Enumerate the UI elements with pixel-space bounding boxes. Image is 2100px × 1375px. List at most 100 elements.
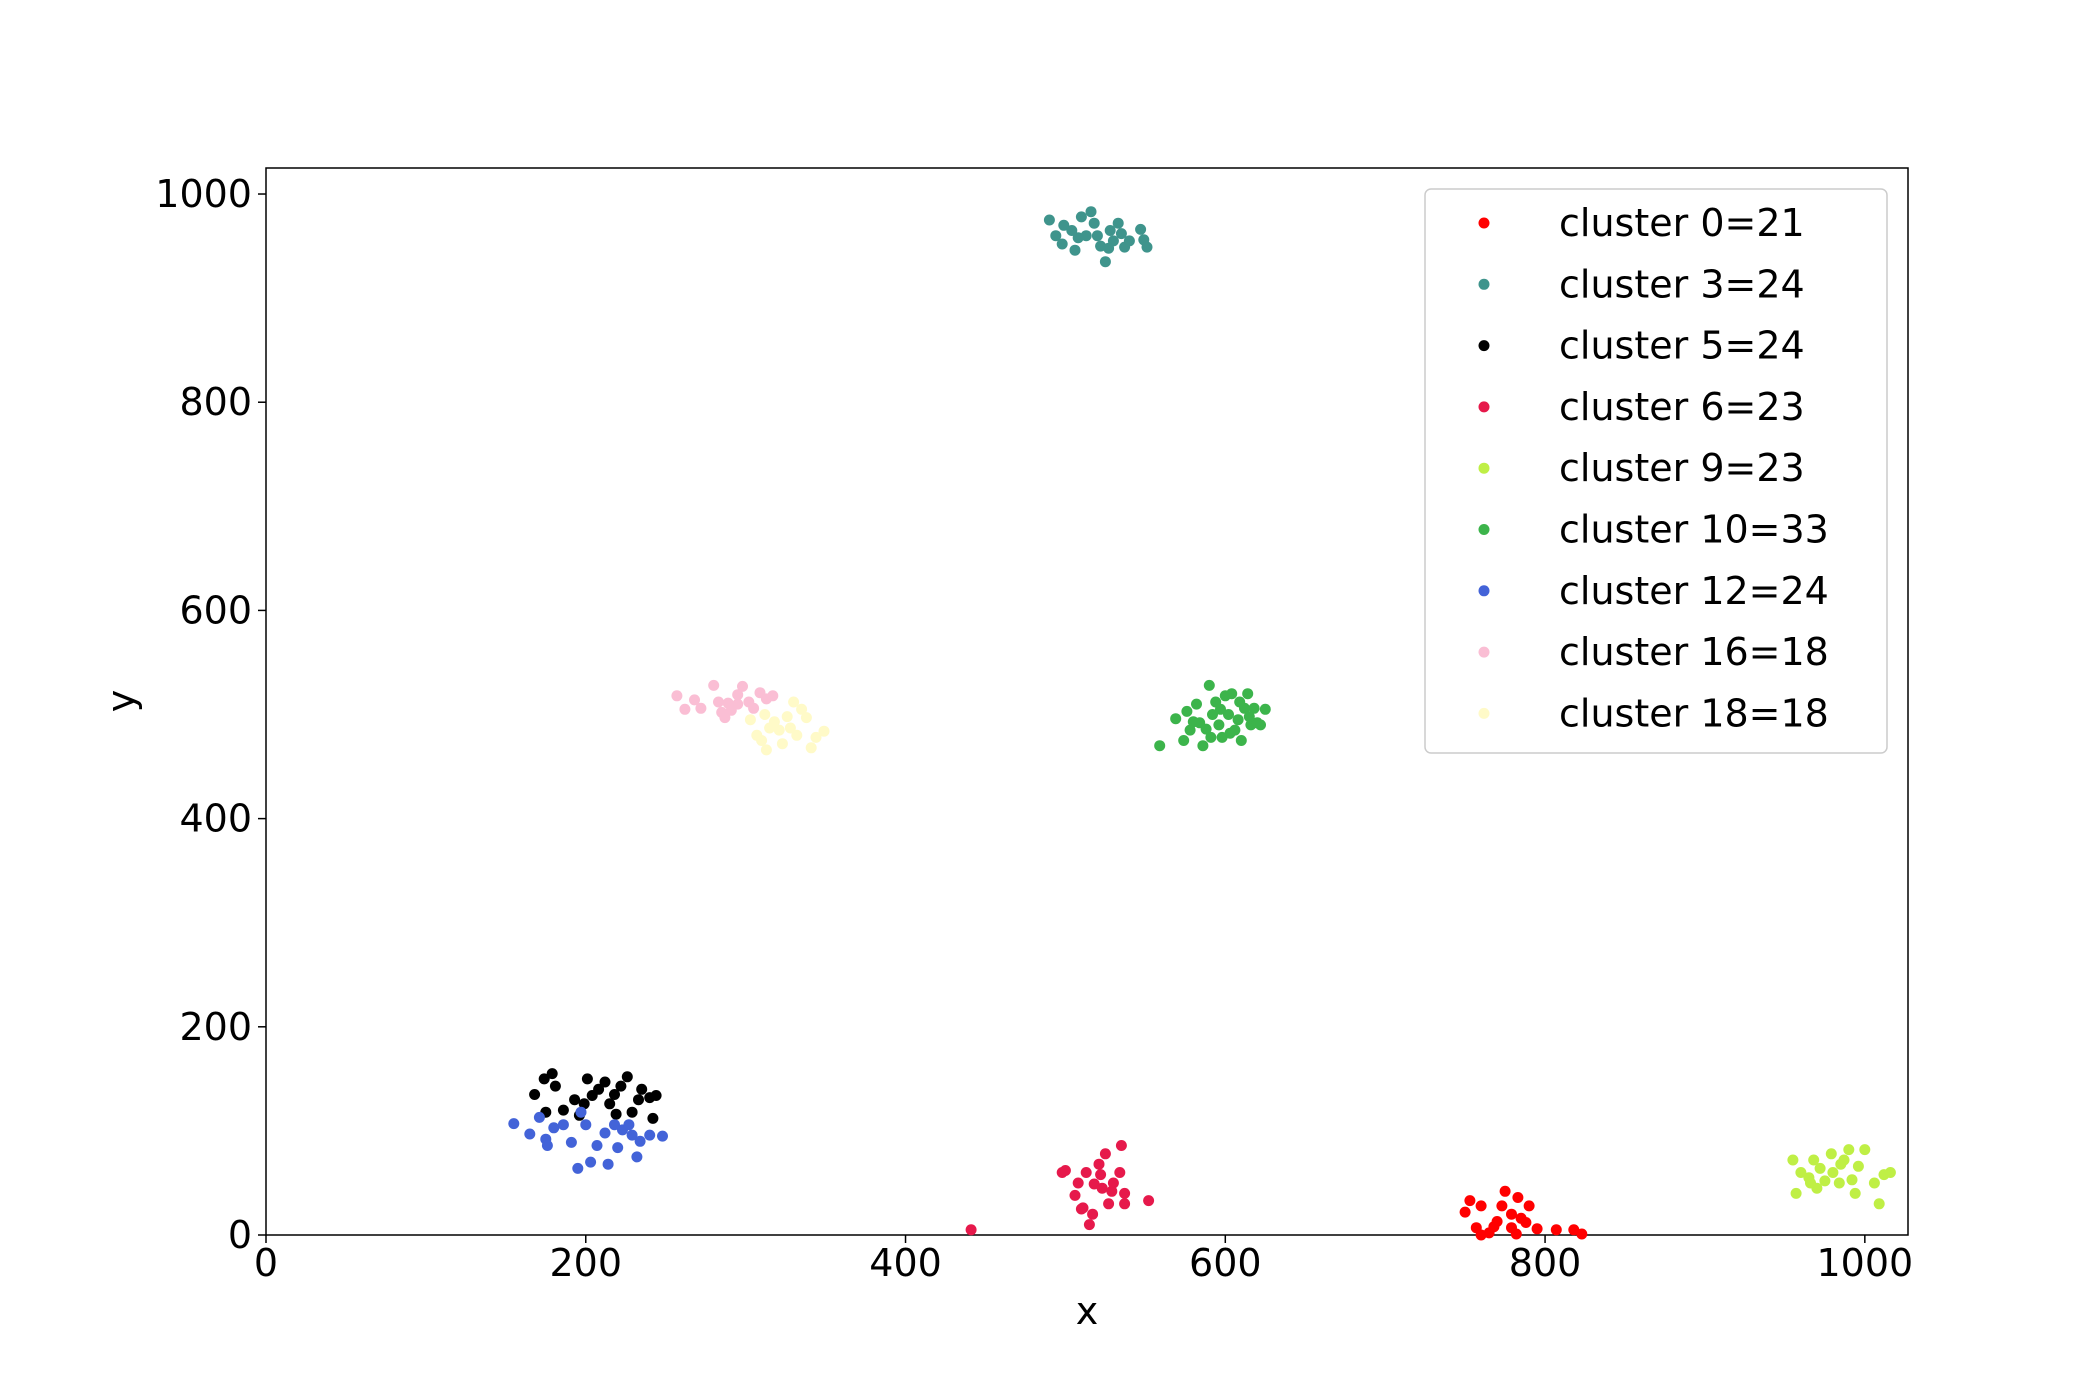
scatter-point — [623, 1119, 635, 1131]
scatter-point — [800, 712, 812, 724]
legend-marker — [1478, 707, 1490, 719]
scatter-point — [609, 1089, 620, 1100]
scatter-point — [1075, 1203, 1087, 1215]
scatter-point — [1103, 242, 1115, 254]
y-tick-label: 400 — [179, 797, 252, 841]
scatter-point — [1232, 714, 1244, 726]
scatter-point — [759, 709, 771, 720]
scatter-point — [719, 712, 731, 724]
scatter-point — [1499, 1185, 1511, 1197]
x-tick-label: 200 — [550, 1241, 623, 1285]
data-points — [508, 206, 1896, 1241]
scatter-point — [572, 1162, 584, 1174]
scatter-point — [1576, 1228, 1588, 1240]
scatter-point — [713, 696, 724, 708]
scatter-point — [1835, 1158, 1847, 1170]
scatter-point — [1154, 740, 1166, 752]
scatter-point — [695, 702, 707, 714]
scatter-point — [1475, 1229, 1487, 1241]
scatter-point — [1787, 1154, 1799, 1166]
scatter-point — [599, 1076, 611, 1088]
scatter-point — [1242, 688, 1254, 700]
scatter-point — [644, 1129, 656, 1141]
legend-label: cluster 6=23 — [1559, 385, 1805, 429]
scatter-point — [737, 680, 748, 692]
scatter-point — [1050, 230, 1062, 242]
scatter-point — [1096, 1182, 1108, 1194]
series-group — [744, 696, 830, 756]
scatter-point — [1550, 1224, 1562, 1236]
scatter-point — [546, 1068, 558, 1080]
legend-label: cluster 12=24 — [1559, 569, 1829, 613]
scatter-point — [1259, 703, 1271, 715]
scatter-point — [626, 1106, 638, 1118]
x-tick-label: 0 — [254, 1241, 278, 1285]
legend-label: cluster 9=23 — [1559, 446, 1805, 490]
scatter-point — [768, 716, 780, 728]
scatter-point — [1066, 225, 1078, 236]
scatter-point — [784, 722, 796, 734]
scatter-point — [1833, 1177, 1845, 1189]
scatter-point — [602, 1158, 614, 1170]
y-axis-title: y — [99, 690, 143, 713]
scatter-point — [1072, 1177, 1084, 1189]
series-group — [529, 1068, 662, 1124]
scatter-point — [1135, 223, 1147, 235]
scatter-point — [1819, 1175, 1831, 1187]
scatter-point — [1093, 1158, 1105, 1170]
scatter-point — [1059, 1165, 1071, 1176]
scatter-point — [1191, 698, 1202, 710]
scatter-point — [615, 1080, 627, 1092]
scatter-point — [1488, 1221, 1500, 1233]
scatter-point — [633, 1094, 644, 1106]
scatter-point — [1849, 1187, 1861, 1199]
scatter-point — [1087, 1208, 1099, 1220]
scatter-point — [1846, 1174, 1858, 1186]
scatter-point — [578, 1098, 590, 1110]
series-group — [508, 1106, 668, 1174]
legend-label: cluster 5=24 — [1559, 324, 1805, 368]
scatter-point — [732, 698, 744, 710]
scatter-point — [538, 1073, 550, 1085]
series-group — [671, 679, 779, 724]
legend-label: cluster 0=21 — [1559, 201, 1805, 245]
scatter-point — [1197, 740, 1209, 752]
scatter-point — [1104, 225, 1116, 236]
scatter-point — [626, 1129, 638, 1141]
scatter-point — [1825, 1148, 1837, 1160]
scatter-point — [1099, 256, 1111, 268]
scatter-point — [591, 1140, 603, 1151]
y-tick-label: 0 — [228, 1213, 252, 1257]
scatter-point — [791, 729, 803, 741]
series-group — [1459, 1185, 1588, 1241]
scatter-point — [1194, 717, 1206, 729]
scatter-point — [1115, 228, 1127, 240]
scatter-point — [1790, 1187, 1802, 1199]
scatter-point — [569, 1094, 581, 1106]
scatter-point — [1099, 1148, 1111, 1160]
scatter-point — [529, 1089, 541, 1100]
series-group — [965, 1140, 1155, 1236]
scatter-point — [609, 1119, 620, 1131]
scatter-point — [599, 1127, 611, 1139]
scatter-point — [1107, 1177, 1119, 1189]
scatter-point — [1235, 735, 1247, 746]
legend-label: cluster 3=24 — [1559, 262, 1805, 306]
y-tick-label: 1000 — [155, 172, 252, 216]
scatter-point — [767, 690, 779, 702]
scatter-point — [580, 1119, 592, 1131]
scatter-point — [744, 714, 756, 726]
legend-box — [1424, 188, 1888, 754]
scatter-point — [650, 1090, 662, 1101]
scatter-point — [1531, 1223, 1543, 1235]
scatter-point — [760, 744, 772, 756]
y-tick-label: 800 — [179, 380, 252, 424]
scatter-point — [1205, 731, 1217, 743]
legend-label: cluster 18=18 — [1559, 691, 1829, 735]
scatter-point — [585, 1156, 597, 1168]
legend: cluster 0=21 cluster 3=24 cluster 5=24 clus… — [1424, 188, 1888, 754]
scatter-point — [1843, 1144, 1855, 1156]
scatter-point — [1095, 1169, 1107, 1181]
scatter-point — [549, 1080, 561, 1092]
